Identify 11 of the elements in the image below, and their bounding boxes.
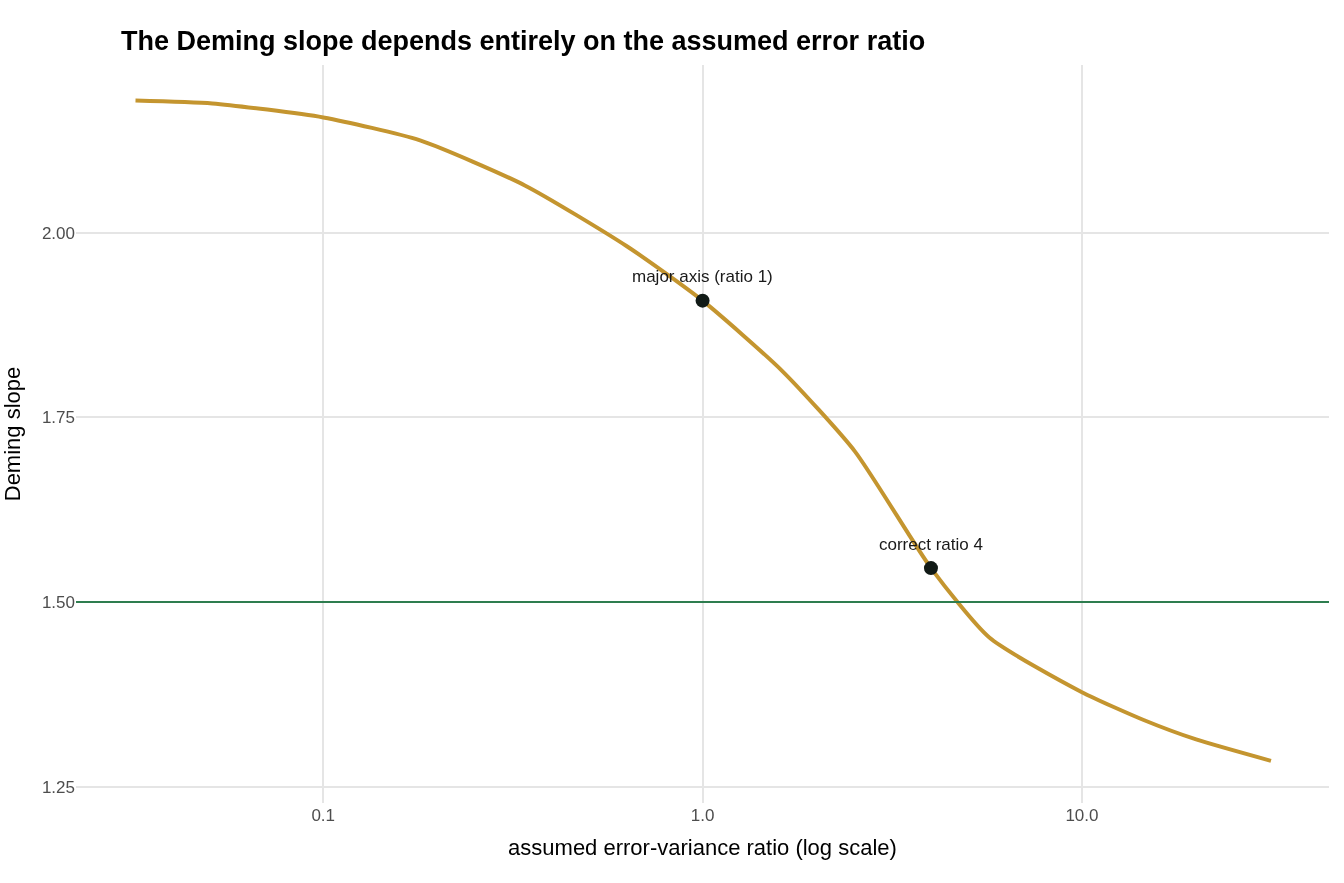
y-tick-label: 1.75 [41, 408, 75, 428]
x-axis-title: assumed error-variance ratio (log scale) [508, 834, 897, 860]
x-tick-label: 10.0 [1065, 806, 1099, 825]
x-tick-label: 1.0 [690, 806, 715, 825]
y-tick-label: 1.25 [41, 777, 75, 797]
y-axis-title: Deming slope [0, 366, 25, 502]
y-tick-label: 2.00 [41, 223, 75, 243]
annotation: major axis (ratio 1) [632, 267, 773, 286]
x-tick-label: 0.1 [311, 806, 336, 825]
y-tick-label: 1.50 [41, 593, 75, 613]
chart-title: The Deming slope depends entirely on the assumed error ratio [120, 25, 926, 56]
